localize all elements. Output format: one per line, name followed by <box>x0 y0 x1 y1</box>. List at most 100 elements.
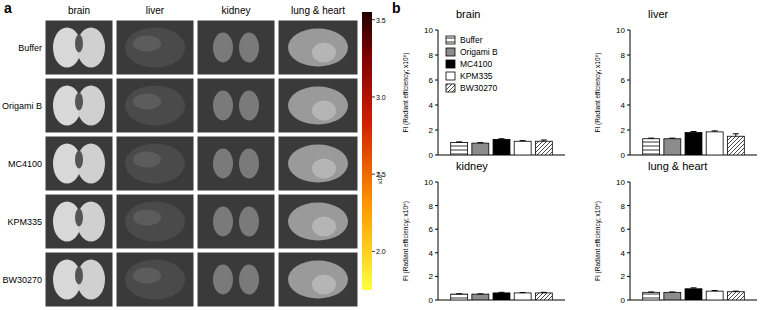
y-tick <box>627 276 630 277</box>
legend-swatch <box>446 84 455 92</box>
legend-swatch <box>446 60 455 68</box>
colorbar-label: x10⁸ <box>377 171 383 184</box>
organ-image <box>45 194 113 249</box>
organ-image <box>197 252 275 307</box>
y-tick-label: 10 <box>616 178 625 187</box>
bar <box>643 139 660 155</box>
organ-image <box>116 252 194 307</box>
y-tick <box>435 30 438 31</box>
error-bar <box>712 290 718 292</box>
y-tick-label: 2 <box>621 126 626 135</box>
y-tick-label: 10 <box>616 26 625 35</box>
y-tick <box>435 276 438 277</box>
y-axis <box>630 30 631 155</box>
bar <box>727 292 744 300</box>
organ-image <box>45 78 113 133</box>
y-axis <box>630 182 631 300</box>
organ-image <box>278 136 358 191</box>
y-tick <box>435 80 438 81</box>
y-tick-label: 10 <box>424 178 433 187</box>
y-axis <box>438 182 439 300</box>
y-tick-label: 8 <box>621 51 626 60</box>
bar <box>706 132 723 155</box>
bar <box>451 143 468 156</box>
bar <box>664 139 681 155</box>
y-tick <box>435 182 438 183</box>
bar <box>727 136 744 155</box>
y-tick <box>435 300 438 301</box>
error-bar <box>456 293 462 294</box>
y-tick <box>627 252 630 253</box>
y-tick <box>435 130 438 131</box>
bar-chart: liverFI (Radiant efficiency; x10⁸)024681… <box>594 8 757 160</box>
error-bar <box>669 138 675 140</box>
plot-area <box>643 288 745 300</box>
bar <box>535 141 552 155</box>
colorbar <box>362 12 372 290</box>
organ-image <box>116 20 194 75</box>
y-axis-label: FI (Radiant efficiency; x10⁸) <box>402 201 410 281</box>
y-tick-label: 0 <box>429 151 434 160</box>
error-bar <box>499 138 505 140</box>
legend-swatch <box>446 48 455 56</box>
plot-area <box>643 131 745 155</box>
y-tick <box>435 55 438 56</box>
y-tick-label: 0 <box>621 151 626 160</box>
y-tick <box>627 80 630 81</box>
organ-image <box>45 20 113 75</box>
legend-label: Origami B <box>460 47 498 57</box>
row-label: Buffer <box>18 43 42 53</box>
error-bar <box>520 292 526 293</box>
error-bar <box>499 292 505 294</box>
colorbar-tick <box>372 96 375 97</box>
error-bar <box>541 292 547 294</box>
bar-chart: brainFI (Radiant efficiency; x10⁸)024681… <box>402 8 565 160</box>
chart-title: lung & heart <box>648 160 707 172</box>
chart-title: brain <box>456 8 480 20</box>
legend-swatch <box>446 72 455 80</box>
error-bar <box>691 132 697 133</box>
column-label: kidney <box>222 5 251 16</box>
legend-label: MC4100 <box>460 59 492 69</box>
y-axis-label: FI (Radiant efficiency; x10⁸) <box>594 53 602 133</box>
legend-swatch <box>446 36 455 44</box>
colorbar-tick <box>372 251 375 252</box>
y-tick-label: 2 <box>429 272 434 281</box>
bar <box>493 293 510 300</box>
organ-image <box>278 194 358 249</box>
y-tick <box>435 205 438 206</box>
bar-chart: lung & heartFI (Radiant efficiency; x10⁸… <box>594 160 757 305</box>
organ-image <box>116 136 194 191</box>
y-tick-label: 6 <box>429 225 434 234</box>
column-label: liver <box>146 5 165 16</box>
error-bar <box>691 287 697 289</box>
y-tick-label: 6 <box>429 76 434 85</box>
panel-label: a <box>4 0 12 16</box>
bar <box>472 294 489 300</box>
colorbar-tick-label: 3.5 <box>376 17 386 24</box>
row-label: BW30270 <box>2 275 42 285</box>
organ-image <box>45 252 113 307</box>
bar <box>493 139 510 155</box>
bar <box>514 293 531 300</box>
bar <box>472 143 489 155</box>
figure: abbrainliverkidneylung & heartBufferOrig… <box>0 0 780 310</box>
column-label: brain <box>68 5 90 16</box>
plot-area <box>451 139 553 155</box>
legend-label: KPM335 <box>460 71 493 81</box>
colorbar-tick <box>372 174 375 175</box>
error-bar <box>648 138 654 140</box>
y-tick-label: 4 <box>621 101 626 110</box>
plot-area <box>451 292 553 300</box>
bar <box>685 289 702 300</box>
y-tick <box>627 55 630 56</box>
y-tick-label: 4 <box>621 249 626 258</box>
error-bar <box>456 141 462 143</box>
y-tick <box>627 229 630 230</box>
organ-image <box>197 78 275 133</box>
error-bar <box>477 142 483 144</box>
y-tick-label: 2 <box>621 272 626 281</box>
bar <box>685 133 702 156</box>
y-tick-label: 6 <box>621 76 626 85</box>
y-tick <box>435 229 438 230</box>
